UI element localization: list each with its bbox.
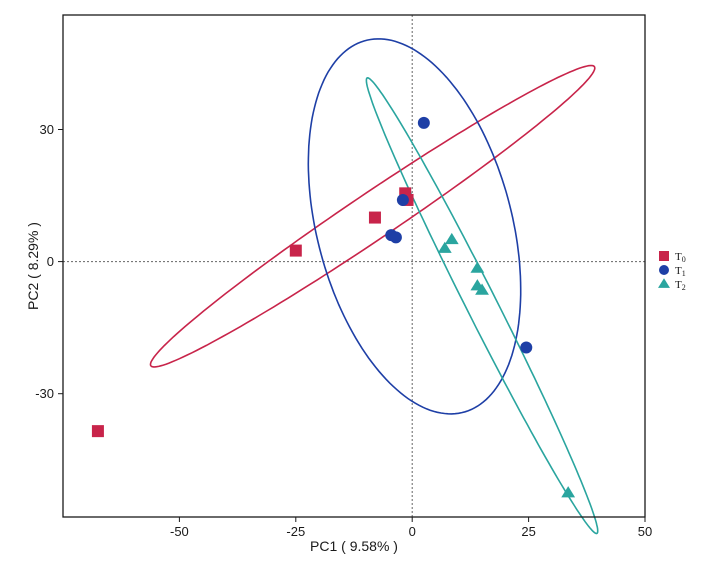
legend-item-t1: T1 bbox=[659, 265, 686, 278]
confidence-ellipse-t0 bbox=[149, 64, 596, 368]
plot-layer bbox=[63, 15, 645, 535]
data-point-t2-5 bbox=[475, 283, 489, 295]
data-point-t0-1 bbox=[91, 425, 104, 438]
legend-item-t2: T2 bbox=[658, 278, 686, 292]
y-tick-label: -30 bbox=[35, 386, 54, 401]
x-axis-title: PC1 ( 9.58% ) bbox=[310, 538, 398, 554]
data-point-t1-1 bbox=[417, 116, 430, 129]
data-point-t0-3 bbox=[368, 211, 381, 224]
data-point-t0-2 bbox=[289, 244, 302, 257]
y-axis-title: PC2 ( 8.29% ) bbox=[25, 222, 41, 310]
confidence-ellipse-t2 bbox=[365, 76, 599, 535]
x-tick-label: -50 bbox=[170, 524, 189, 539]
legend-label-t1: T1 bbox=[675, 265, 686, 278]
legend-marker-t0 bbox=[659, 251, 669, 261]
axes-layer: -50 -25 0 25 50 -30 0 30 bbox=[35, 14, 652, 539]
data-point-t2-2 bbox=[437, 241, 452, 253]
data-point-t2-1 bbox=[444, 232, 459, 245]
data-point-t1-4 bbox=[389, 231, 402, 244]
legend-item-t0: T0 bbox=[659, 251, 686, 264]
y-tick-label: 30 bbox=[40, 122, 54, 137]
data-point-t1-5 bbox=[520, 341, 533, 354]
data-point-t2-3 bbox=[470, 261, 485, 273]
y-tick-label: 0 bbox=[47, 254, 54, 269]
legend-label-t0: T0 bbox=[675, 251, 686, 264]
x-tick-label: 25 bbox=[521, 524, 535, 539]
legend-marker-t1 bbox=[659, 265, 669, 275]
plot-frame bbox=[62, 14, 646, 518]
confidence-ellipse-t1 bbox=[307, 38, 522, 415]
legend-label-t2: T2 bbox=[675, 279, 686, 292]
x-tick-label: -25 bbox=[286, 524, 305, 539]
data-point-t2-6 bbox=[561, 486, 576, 498]
legend-marker-t2 bbox=[658, 278, 670, 288]
x-tick-label: 50 bbox=[638, 524, 652, 539]
data-point-t1-2 bbox=[396, 193, 409, 206]
x-tick-label: 0 bbox=[409, 524, 416, 539]
